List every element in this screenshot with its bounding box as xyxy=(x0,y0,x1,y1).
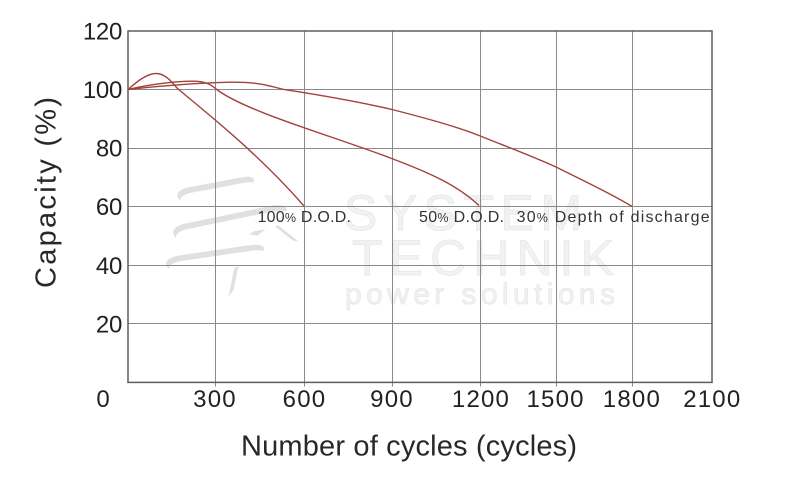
svg-text:2100: 2100 xyxy=(683,386,741,413)
svg-text:0: 0 xyxy=(96,386,111,413)
svg-text:100% D.O.D.: 100% D.O.D. xyxy=(258,209,352,226)
svg-text:SYSTEM: SYSTEM xyxy=(344,185,582,241)
svg-text:30% Depth of discharge: 30% Depth of discharge xyxy=(517,209,710,226)
svg-text:40: 40 xyxy=(96,253,122,280)
svg-text:1200: 1200 xyxy=(452,386,510,413)
svg-text:1800: 1800 xyxy=(603,386,661,413)
svg-text:100: 100 xyxy=(83,77,122,104)
svg-text:Number of cycles (cycles): Number of cycles (cycles) xyxy=(241,431,577,463)
svg-text:20: 20 xyxy=(96,311,122,338)
svg-text:1500: 1500 xyxy=(526,386,584,413)
svg-text:60: 60 xyxy=(96,194,122,221)
svg-text:50% D.O.D.: 50% D.O.D. xyxy=(419,209,504,226)
svg-text:80: 80 xyxy=(96,136,122,163)
svg-text:900: 900 xyxy=(370,386,414,413)
svg-text:Capacity (%): Capacity (%) xyxy=(31,97,63,288)
svg-text:300: 300 xyxy=(193,386,237,413)
svg-text:TECHNIK: TECHNIK xyxy=(352,230,614,286)
svg-text:120: 120 xyxy=(83,19,122,46)
svg-text:600: 600 xyxy=(283,386,327,413)
